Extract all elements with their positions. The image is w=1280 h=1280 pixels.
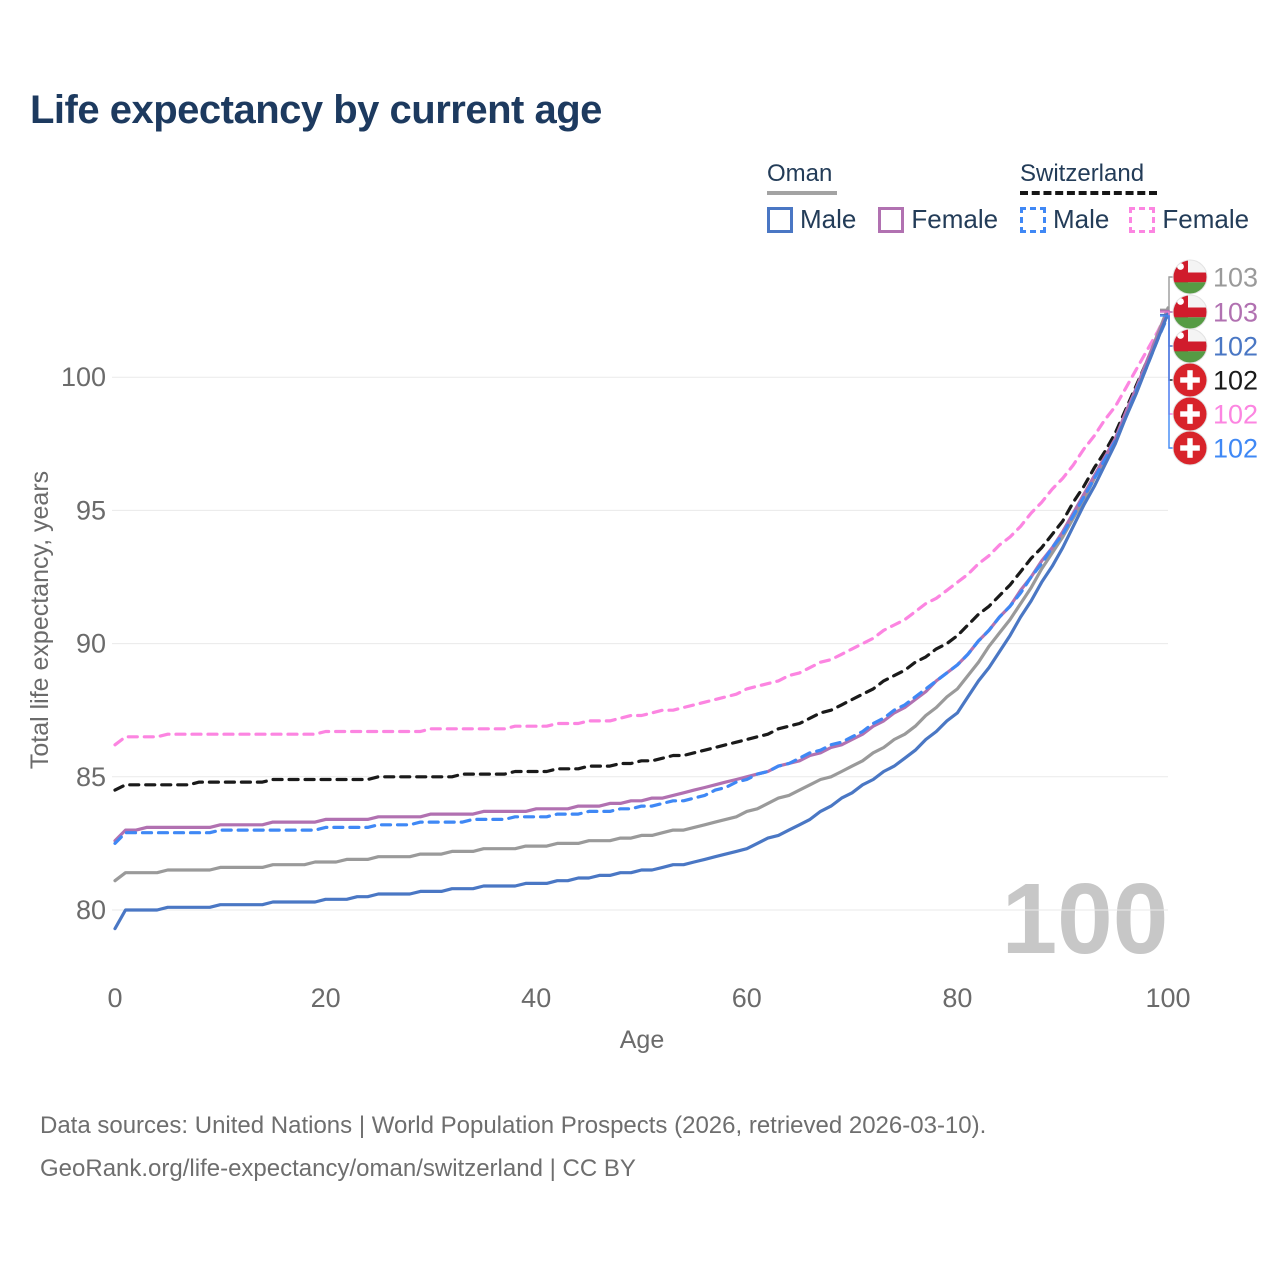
end-value-label-switzerland-female: 102: [1213, 400, 1258, 430]
legend-group-oman-title[interactable]: Oman: [767, 160, 833, 187]
end-label-leader-line: [1160, 276, 1173, 310]
end-value-label-switzerland-total: 102: [1213, 366, 1258, 396]
legend-group-oman: Oman Male Female: [767, 160, 998, 235]
switzerland-flag-ring: [1172, 430, 1208, 466]
x-tick-label-0: 0: [107, 983, 122, 1013]
legend-label-switzerland-female[interactable]: Female: [1162, 204, 1250, 234]
end-value-label-switzerland-male: 102: [1213, 434, 1258, 464]
series-line-oman-total[interactable]: [113, 306, 1170, 883]
y-axis-title: Total life expectancy, years: [26, 471, 54, 769]
page-title: Life expectancy by current age: [30, 88, 602, 132]
x-tick-label-20: 20: [311, 983, 341, 1013]
x-tick-label-60: 60: [732, 983, 762, 1013]
legend-swatch-oman-male[interactable]: [767, 206, 793, 233]
switzerland-flag-icon: [1173, 363, 1207, 397]
oman-flag-ring: [1172, 259, 1208, 295]
switzerland-flag-icon: [1173, 397, 1207, 431]
series-line-oman-female[interactable]: [113, 309, 1170, 843]
legend-label-oman-male[interactable]: Male: [800, 204, 857, 234]
end-value-label-oman-total: 103: [1213, 263, 1258, 293]
legend-label-oman-female[interactable]: Female: [911, 204, 999, 234]
watermark-age-label: 100: [1002, 863, 1169, 975]
legend-swatch-oman-female[interactable]: [878, 206, 905, 233]
y-tick-label-85: 85: [76, 762, 106, 792]
legend-group-switzerland-title[interactable]: Switzerland: [1020, 160, 1145, 187]
switzerland-flag-icon: [1173, 431, 1207, 465]
y-tick-label-95: 95: [76, 495, 106, 525]
series-line-switzerland-total[interactable]: [113, 309, 1170, 792]
footer-data-sources: Data sources: United Nations | World Pop…: [40, 1112, 987, 1139]
legend-oman-line-sample: [767, 191, 837, 195]
series-line-switzerland-male[interactable]: [113, 314, 1170, 845]
x-tick-label-100: 100: [1145, 983, 1190, 1013]
footer-attribution: GeoRank.org/life-expectancy/oman/switzer…: [40, 1155, 636, 1182]
end-value-label-oman-male: 102: [1213, 332, 1258, 362]
x-tick-label-40: 40: [521, 983, 551, 1013]
legend-switzerland-line-sample: [1020, 191, 1157, 195]
y-tick-label-90: 90: [76, 629, 106, 659]
x-axis-title: Age: [620, 1026, 664, 1054]
oman-flag-icon: [1173, 295, 1207, 329]
legend-group-switzerland: Switzerland Male Female: [1020, 160, 1249, 235]
end-label-leader-line: [1160, 315, 1173, 449]
legend-swatch-switzerland-male[interactable]: [1020, 206, 1046, 233]
series-line-oman-male[interactable]: [113, 311, 1170, 931]
legend-label-switzerland-male[interactable]: Male: [1053, 204, 1110, 234]
footer: Data sources: United Nations | World Pop…: [40, 1104, 986, 1190]
series-line-switzerland-female[interactable]: [113, 309, 1170, 747]
legend-swatch-switzerland-female[interactable]: [1129, 206, 1156, 233]
end-value-label-oman-female: 103: [1213, 298, 1258, 328]
x-tick-label-80: 80: [942, 983, 972, 1013]
y-tick-label-80: 80: [76, 895, 106, 925]
y-tick-label-100: 100: [61, 362, 106, 392]
